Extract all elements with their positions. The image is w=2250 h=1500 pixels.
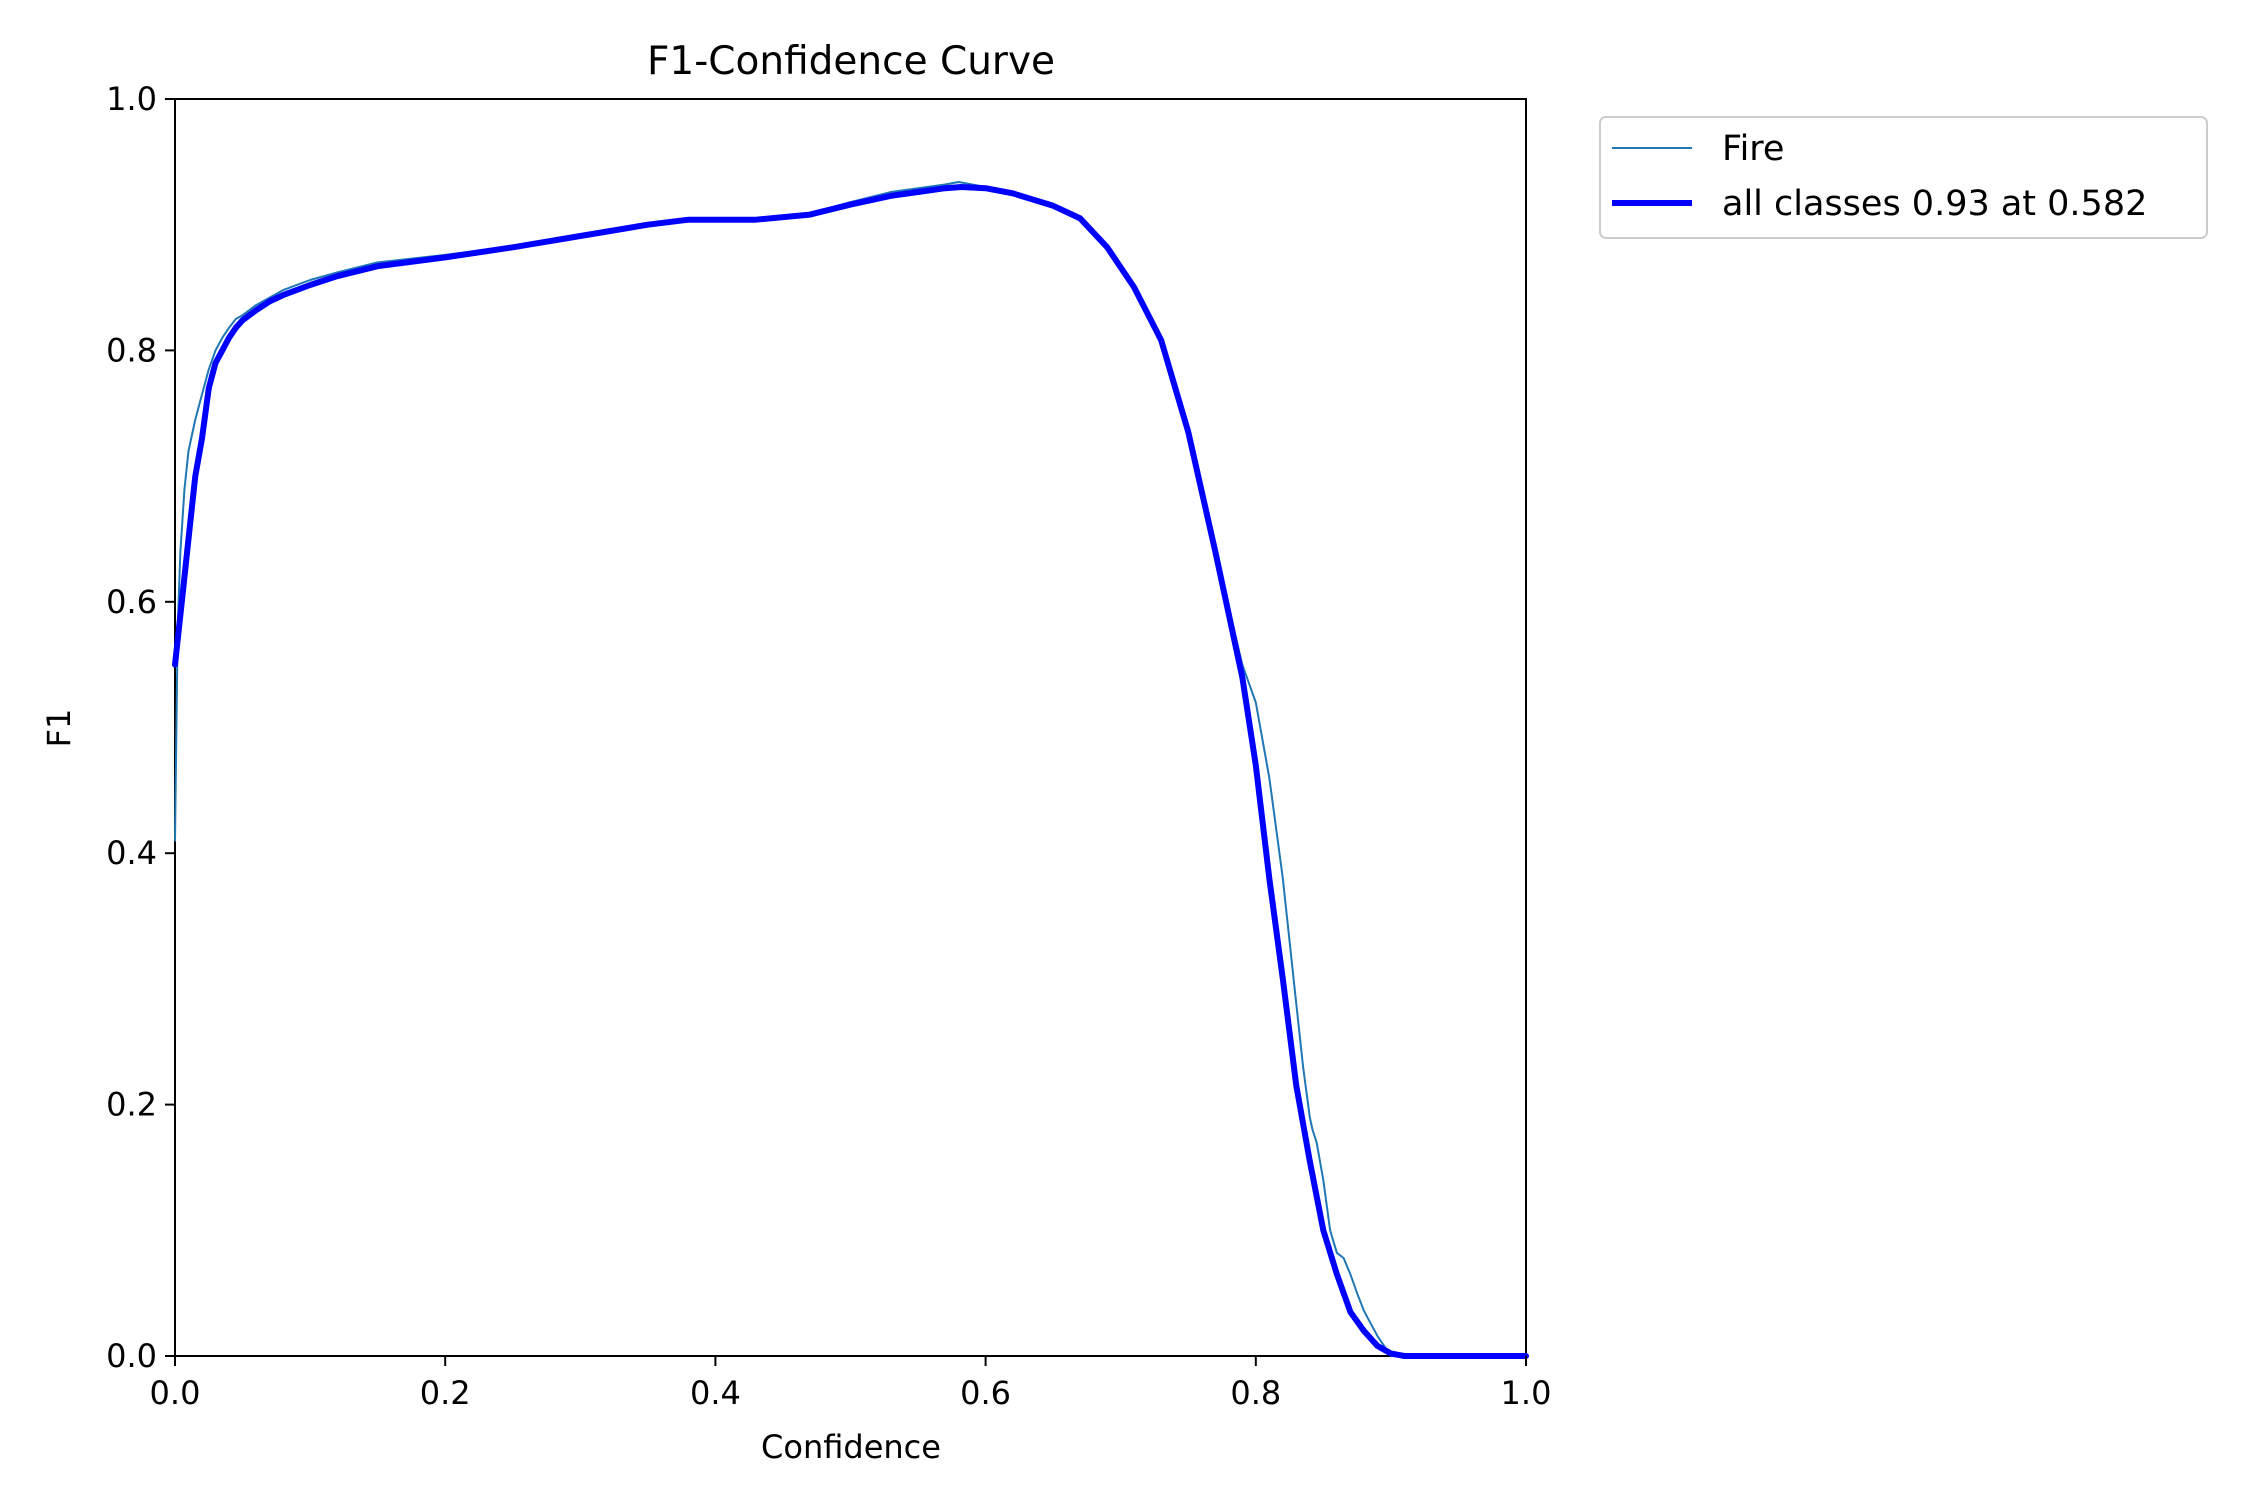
- x-tick-label: 0.6: [960, 1374, 1011, 1412]
- x-tick-label: 0.2: [420, 1374, 471, 1412]
- x-tick-label: 0.0: [150, 1374, 201, 1412]
- y-tick-label: 0.4: [106, 834, 157, 872]
- y-tick-label: 0.8: [106, 331, 157, 369]
- y-axis-label: F1: [40, 709, 78, 748]
- legend-entries: Fire all classes 0.93 at 0.582: [1612, 129, 2147, 224]
- y-axis-ticks: 0.0 0.2 0.4 0.6 0.8 1.0: [106, 80, 175, 1375]
- y-tick-label: 0.0: [106, 1337, 157, 1375]
- x-axis-ticks: 0.0 0.2 0.4 0.6 0.8 1.0: [150, 1356, 1552, 1412]
- y-tick-label: 1.0: [106, 80, 157, 118]
- y-tick-label: 0.6: [106, 583, 157, 621]
- legend: Fire all classes 0.93 at 0.582: [1599, 116, 2208, 239]
- series-line-0: [174, 181, 1527, 1357]
- legend-box: [1599, 116, 2208, 239]
- series-layer: [172, 181, 1529, 1359]
- plot-area-frame: [174, 98, 1527, 1357]
- x-tick-label: 1.0: [1501, 1374, 1552, 1412]
- x-axis-label: Confidence: [761, 1428, 941, 1466]
- chart-title: F1-Confidence Curve: [647, 39, 1055, 84]
- legend-label-1: all classes 0.93 at 0.582: [1722, 184, 2147, 224]
- x-tick-label: 0.8: [1230, 1374, 1281, 1412]
- legend-label-0: Fire: [1722, 129, 1784, 169]
- y-tick-label: 0.2: [106, 1086, 157, 1124]
- x-tick-label: 0.4: [690, 1374, 741, 1412]
- series-line-1: [172, 184, 1529, 1359]
